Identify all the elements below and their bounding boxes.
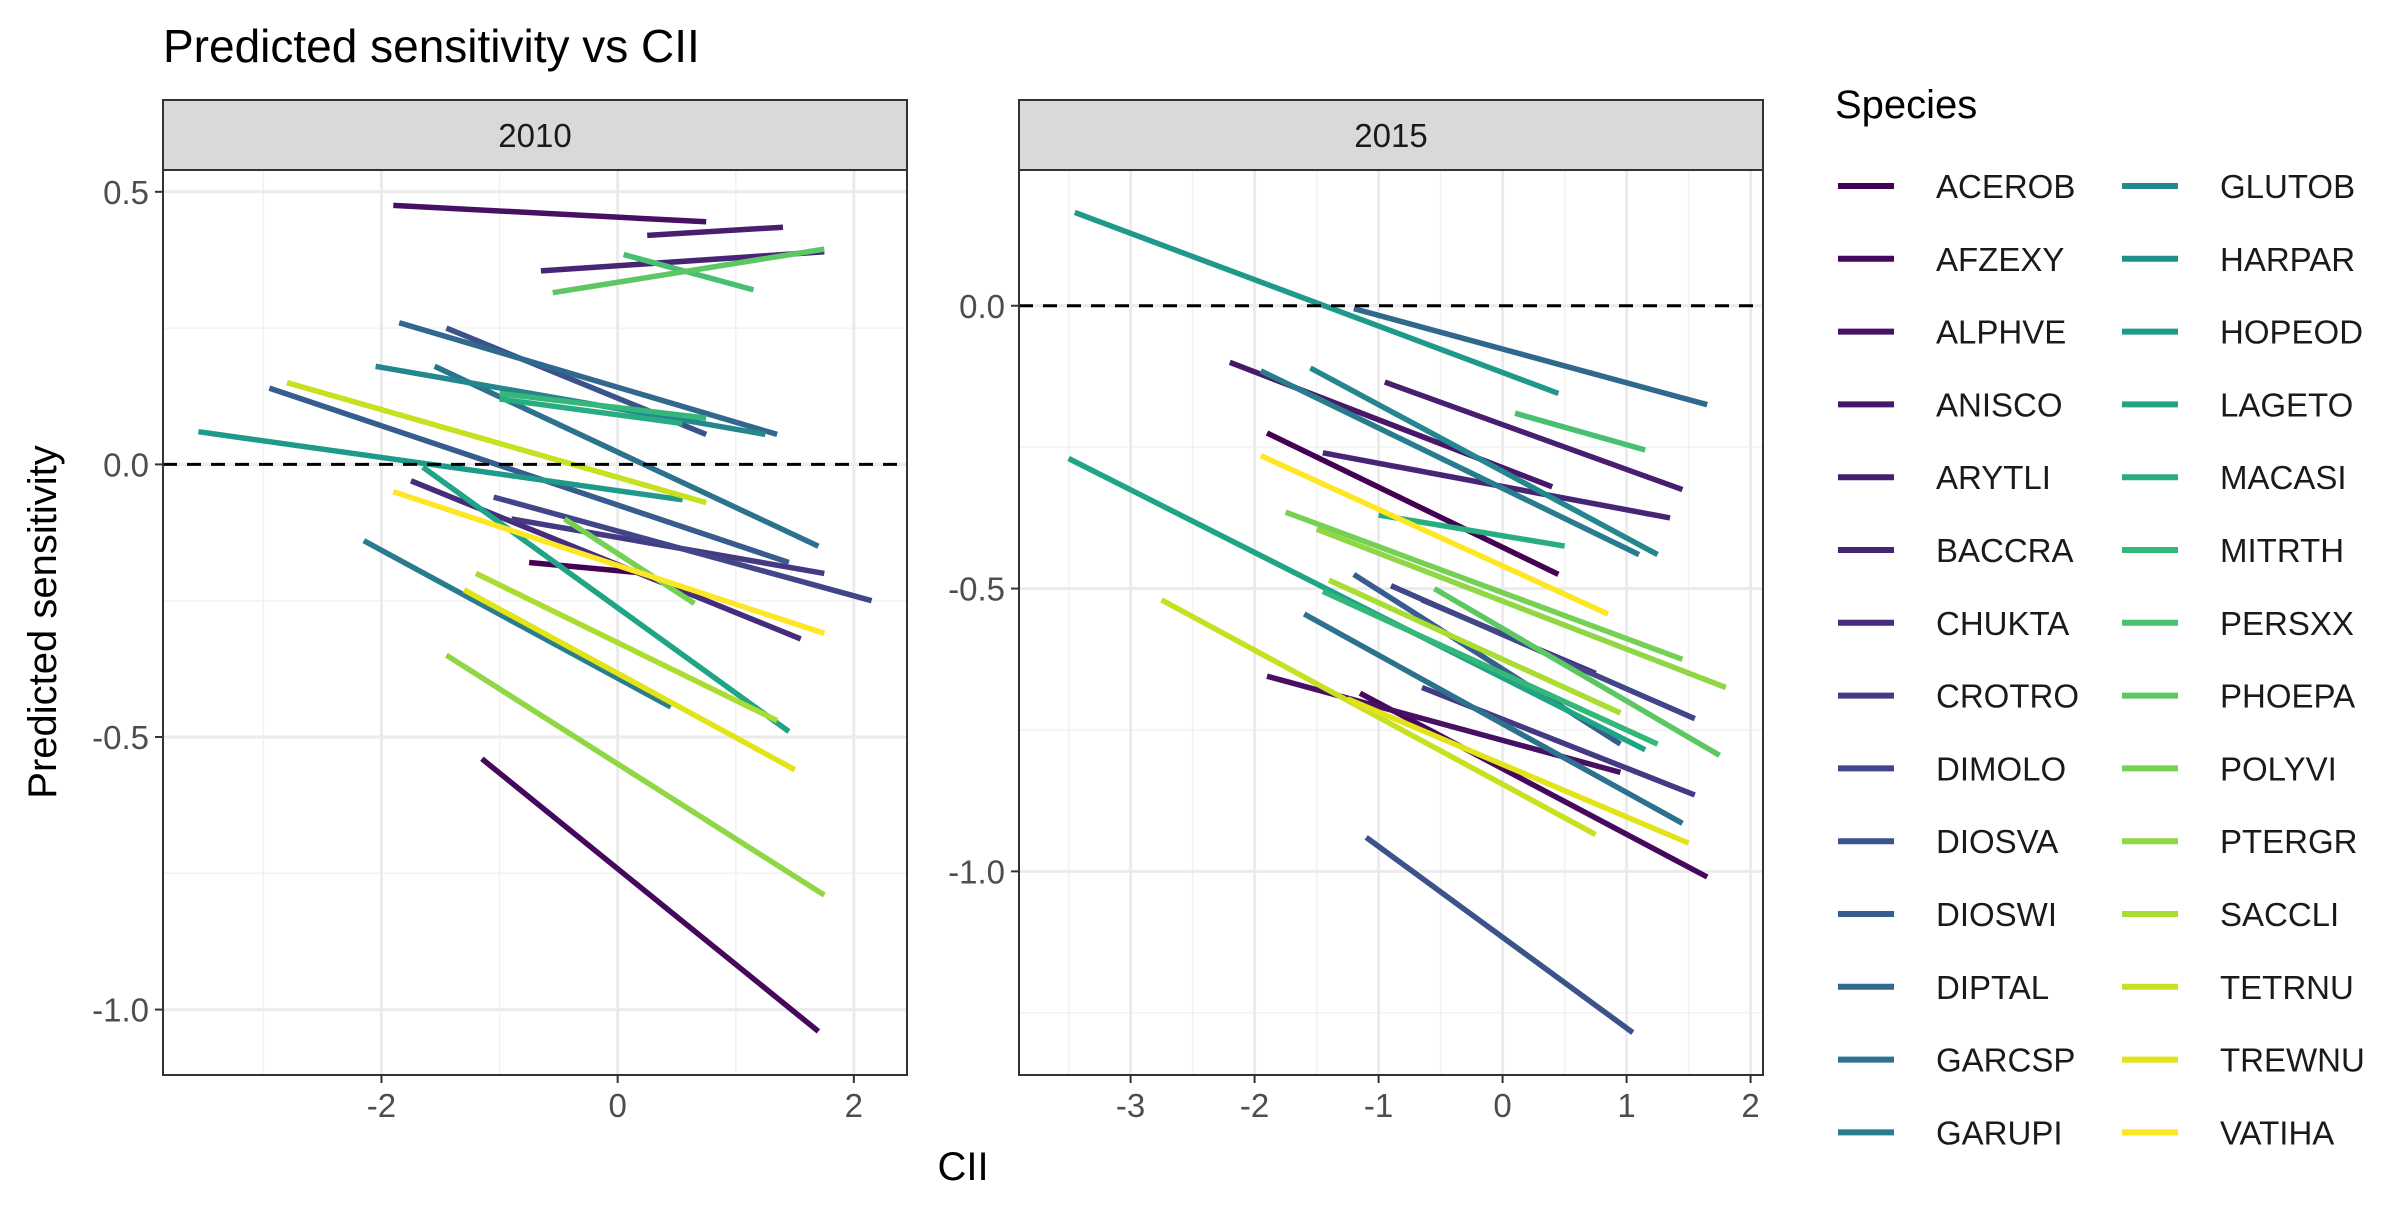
y-axis-title: Predicted sensitivity bbox=[21, 445, 65, 798]
legend-item: GLUTOB bbox=[2122, 168, 2355, 205]
legend-item: ALPHVE bbox=[1838, 314, 2066, 351]
facet-strip-label: 2010 bbox=[498, 117, 571, 154]
y-tick-label: -0.5 bbox=[948, 571, 1005, 608]
legend-item: ANISCO bbox=[1838, 386, 2063, 423]
facet-strip-label: 2015 bbox=[1354, 117, 1427, 154]
x-tick-label: 1 bbox=[1617, 1087, 1635, 1124]
legend-item: PTERGR bbox=[2122, 823, 2358, 860]
legend-item: GARUPI bbox=[1838, 1114, 2063, 1151]
y-tick-label: -0.5 bbox=[92, 719, 149, 756]
legend-label: DIMOLO bbox=[1936, 750, 2066, 787]
legend-label: CHUKTA bbox=[1936, 605, 2069, 642]
y-tick-label: 0.0 bbox=[103, 446, 149, 483]
legend-label: VATIHA bbox=[2220, 1114, 2334, 1151]
legend-label: POLYVI bbox=[2220, 750, 2337, 787]
y-tick-label: -1.0 bbox=[948, 853, 1005, 890]
legend-label: GARUPI bbox=[1936, 1114, 2063, 1151]
legend-label: TETRNU bbox=[2220, 969, 2354, 1006]
legend-item: DIOSWI bbox=[1838, 896, 2057, 933]
legend-label: DIPTAL bbox=[1936, 969, 2049, 1006]
x-tick-label: 2 bbox=[1741, 1087, 1759, 1124]
legend-label: GARCSP bbox=[1936, 1042, 2075, 1079]
legend-item: HOPEOD bbox=[2122, 314, 2363, 351]
legend-item: BACCRA bbox=[1838, 532, 2074, 569]
legend-label: HARPAR bbox=[2220, 241, 2355, 278]
legend-item: MITRTH bbox=[2122, 532, 2344, 569]
legend-item: DIOSVA bbox=[1838, 823, 2058, 860]
legend-label: TREWNU bbox=[2220, 1042, 2365, 1079]
y-tick-label: 0.0 bbox=[959, 288, 1005, 325]
legend-label: ALPHVE bbox=[1936, 314, 2066, 351]
facet-panel-2010: 2010 -2 0 2 -1.0 -0.5 0.0 0.5 bbox=[92, 100, 907, 1124]
legend-item: DIMOLO bbox=[1838, 750, 2066, 787]
legend-item: CHUKTA bbox=[1838, 605, 2069, 642]
legend-item: DIPTAL bbox=[1838, 969, 2049, 1006]
y-tick-label: -1.0 bbox=[92, 992, 149, 1029]
legend-item: POLYVI bbox=[2122, 750, 2337, 787]
legend-label: CROTRO bbox=[1936, 678, 2079, 715]
x-tick-label: 0 bbox=[1493, 1087, 1511, 1124]
x-tick-label: 2 bbox=[845, 1087, 863, 1124]
legend-item: AFZEXY bbox=[1838, 241, 2064, 278]
legend-item: HARPAR bbox=[2122, 241, 2355, 278]
legend-item: GARCSP bbox=[1838, 1042, 2075, 1079]
legend-item: MACASI bbox=[2122, 459, 2347, 496]
legend-label: GLUTOB bbox=[2220, 168, 2355, 205]
legend-label: ANISCO bbox=[1936, 386, 2063, 423]
legend-item: LAGETO bbox=[2122, 386, 2353, 423]
x-tick-label: -2 bbox=[367, 1087, 396, 1124]
chart-title: Predicted sensitivity vs CII bbox=[163, 20, 700, 72]
legend-item: TETRNU bbox=[2122, 969, 2354, 1006]
x-axis-title: CII bbox=[937, 1145, 988, 1189]
y-tick-label: 0.5 bbox=[103, 174, 149, 211]
legend-item: PERSXX bbox=[2122, 605, 2354, 642]
legend-label: AFZEXY bbox=[1936, 241, 2064, 278]
legend-item: SACCLI bbox=[2122, 896, 2339, 933]
legend-label: ACEROB bbox=[1936, 168, 2075, 205]
legend-label: MITRTH bbox=[2220, 532, 2344, 569]
legend-label: PHOEPA bbox=[2220, 678, 2355, 715]
legend-label: LAGETO bbox=[2220, 386, 2353, 423]
legend-label: PERSXX bbox=[2220, 605, 2354, 642]
legend-label: PTERGR bbox=[2220, 823, 2358, 860]
x-tick-label: -3 bbox=[1116, 1087, 1145, 1124]
facet-panel-2015: 2015 -3 -2 -1 0 1 2 -1.0 -0.5 0.0 bbox=[948, 100, 1763, 1124]
legend-item: TREWNU bbox=[2122, 1042, 2365, 1079]
legend-item: VATIHA bbox=[2122, 1114, 2334, 1151]
legend-label: BACCRA bbox=[1936, 532, 2074, 569]
legend-item: CROTRO bbox=[1838, 678, 2079, 715]
legend-label: HOPEOD bbox=[2220, 314, 2363, 351]
x-tick-label: -1 bbox=[1364, 1087, 1393, 1124]
legend: Species ACEROB AFZEXY ALPHVE ANISCO ARYTLI BAC… bbox=[1835, 83, 2365, 1151]
legend-label: MACASI bbox=[2220, 459, 2347, 496]
x-tick-label: 0 bbox=[608, 1087, 626, 1124]
legend-item: ARYTLI bbox=[1838, 459, 2051, 496]
legend-label: ARYTLI bbox=[1936, 459, 2051, 496]
x-tick-label: -2 bbox=[1240, 1087, 1269, 1124]
legend-item: PHOEPA bbox=[2122, 678, 2355, 715]
legend-label: DIOSWI bbox=[1936, 896, 2057, 933]
legend-item: ACEROB bbox=[1838, 168, 2075, 205]
legend-label: DIOSVA bbox=[1936, 823, 2058, 860]
legend-title: Species bbox=[1835, 83, 1977, 127]
legend-label: SACCLI bbox=[2220, 896, 2339, 933]
